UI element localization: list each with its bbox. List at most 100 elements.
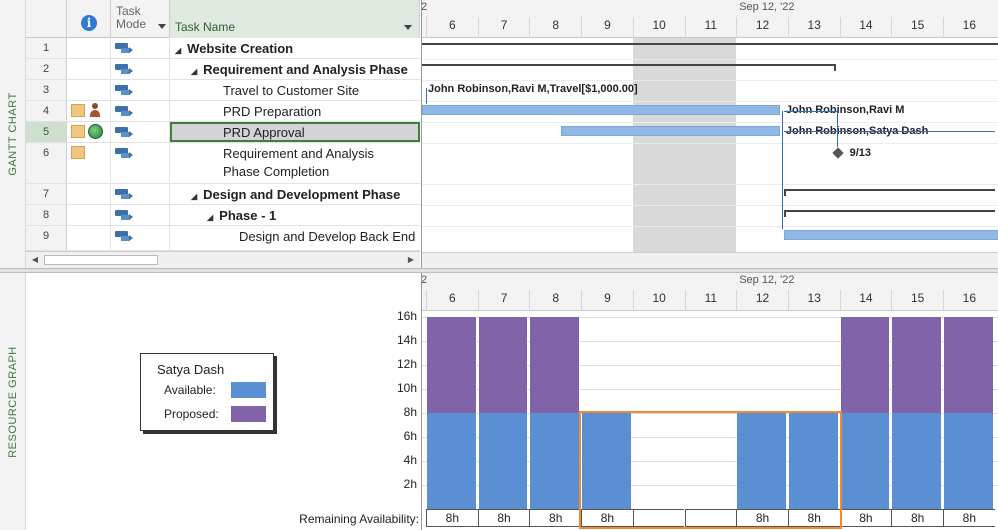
gantt-row-line — [422, 80, 998, 81]
row-number[interactable]: 2 — [26, 59, 67, 79]
task-row[interactable]: 6 Requirement and Analysis Phase Completi… — [26, 143, 420, 184]
note-icon[interactable] — [71, 104, 85, 117]
person-body — [90, 110, 100, 117]
available-bar[interactable] — [530, 413, 580, 509]
icon-part — [129, 214, 136, 220]
task-mode-cell[interactable] — [111, 80, 170, 100]
available-bar[interactable] — [788, 413, 838, 509]
gantt-row-line — [422, 184, 998, 185]
row-number[interactable]: 3 — [26, 80, 67, 100]
chevron-down-icon[interactable] — [158, 24, 166, 33]
task-row[interactable]: 8 ◢ Phase - 1 — [26, 205, 420, 226]
y-tick-label: 8h — [403, 405, 417, 419]
person-icon — [89, 103, 101, 118]
task-name-cell[interactable]: Requirement and Analysis Phase Completio… — [170, 143, 420, 183]
scroll-thumb[interactable] — [44, 255, 158, 265]
scroll-left-icon[interactable]: ◀ — [31, 255, 39, 264]
auto-schedule-icon — [115, 231, 133, 242]
task-name-cell[interactable]: PRD Preparation — [170, 101, 420, 121]
task-mode-column-header[interactable]: Task Mode — [111, 0, 170, 38]
available-bar[interactable] — [478, 413, 528, 509]
task-row[interactable]: 4 PRD Preparation — [26, 101, 420, 122]
view-split-bar[interactable] — [0, 268, 998, 273]
task-mode-cell[interactable] — [111, 184, 170, 204]
resource-graph-chart[interactable]: 2 Sep 12, '22 6 7 8 9 10 11 12 13 14 15 16 8h 8h 8h 8h 8… — [421, 273, 998, 530]
proposed-legend-label: Proposed: — [164, 407, 219, 421]
proposed-bar[interactable] — [427, 317, 476, 413]
task-mode-cell[interactable] — [111, 143, 170, 183]
task-name-cell[interactable]: ◢ Phase - 1 — [170, 205, 420, 225]
proposed-bar[interactable] — [840, 317, 890, 413]
row-number[interactable]: 1 — [26, 38, 67, 58]
collapse-triangle-icon[interactable]: ◢ — [191, 192, 198, 201]
available-bar[interactable] — [840, 413, 890, 509]
resource-day-label: 15 — [891, 290, 943, 311]
task-mode-cell[interactable] — [111, 101, 170, 121]
available-bar[interactable] — [737, 413, 786, 509]
task-row[interactable]: 2 ◢ Requirement and Analysis Phase — [26, 59, 420, 80]
row-number[interactable]: 6 — [26, 143, 67, 183]
resource-graph-view-tab[interactable]: RESOURCE GRAPH — [0, 273, 26, 530]
task-row[interactable]: 5 PRD Approval — [26, 122, 420, 143]
task-row[interactable]: 3 Travel to Customer Site — [26, 80, 420, 101]
task-bar-back-end[interactable] — [783, 230, 998, 240]
task-bar-prd-approval[interactable] — [561, 126, 780, 136]
proposed-bar[interactable] — [944, 317, 993, 413]
gantt-horizontal-scrollbar[interactable] — [421, 252, 998, 268]
row-number[interactable]: 9 — [26, 226, 67, 250]
grid-horizontal-scrollbar[interactable]: ◀ ▶ — [26, 251, 420, 268]
task-mode-cell[interactable] — [111, 59, 170, 79]
icon-part — [129, 47, 136, 53]
gridline — [422, 389, 998, 390]
gantt-day-label: 7 — [477, 17, 530, 38]
task-name-cell[interactable]: ◢ Website Creation — [170, 38, 420, 58]
collapse-triangle-icon[interactable]: ◢ — [207, 213, 214, 222]
task-name-cell[interactable]: ◢ Requirement and Analysis Phase — [170, 59, 420, 79]
available-bar[interactable] — [944, 413, 993, 509]
summary-bar[interactable] — [783, 189, 995, 196]
task-mode-cell[interactable] — [111, 38, 170, 58]
task-name-text: PRD Approval — [223, 125, 305, 140]
proposed-bar[interactable] — [478, 317, 528, 413]
indicators-cell — [67, 143, 111, 183]
collapse-triangle-icon[interactable]: ◢ — [175, 46, 182, 55]
row-number[interactable]: 5 — [26, 122, 67, 142]
task-name-cell[interactable]: ◢ Design and Development Phase — [170, 184, 420, 204]
available-bar[interactable] — [582, 413, 631, 509]
summary-bar[interactable] — [783, 210, 995, 217]
select-all-cell[interactable] — [26, 0, 67, 38]
task-mode-cell[interactable] — [111, 226, 170, 250]
proposed-bar[interactable] — [530, 317, 580, 413]
task-row[interactable]: 1 ◢ Website Creation — [26, 38, 420, 59]
auto-schedule-icon — [115, 189, 133, 200]
milestone-diamond[interactable] — [831, 147, 844, 159]
collapse-triangle-icon[interactable]: ◢ — [191, 67, 198, 76]
gantt-chart-area[interactable]: 2 Sep 12, '22 6 7 8 9 10 11 12 13 14 15 16 John Robi… — [421, 0, 998, 252]
summary-bar[interactable] — [422, 64, 836, 71]
task-name-cell[interactable]: PRD Approval — [170, 122, 420, 142]
scroll-right-icon[interactable]: ▶ — [407, 255, 415, 264]
gantt-chart-view-tab[interactable]: GANTT CHART — [0, 0, 26, 268]
task-row[interactable]: 7 ◢ Design and Development Phase — [26, 184, 420, 205]
summary-bar[interactable] — [422, 43, 998, 45]
available-bar[interactable] — [892, 413, 941, 509]
task-bar-prd-preparation[interactable] — [422, 105, 780, 115]
task-name-column-header[interactable]: Task Name — [170, 0, 420, 38]
proposed-bar[interactable] — [892, 317, 941, 413]
task-mode-cell[interactable] — [111, 122, 170, 142]
indicators-column-header[interactable]: i — [67, 0, 111, 38]
task-name-cell[interactable]: Travel to Customer Site — [170, 80, 420, 100]
info-icon: i — [81, 15, 97, 31]
task-name-cell[interactable]: Design and Develop Back End — [170, 226, 420, 250]
task-name-text: Design and Develop Back End — [239, 229, 416, 244]
row-number[interactable]: 7 — [26, 184, 67, 204]
available-swatch — [231, 382, 266, 398]
row-number[interactable]: 8 — [26, 205, 67, 225]
available-bar[interactable] — [427, 413, 476, 509]
task-mode-cell[interactable] — [111, 205, 170, 225]
task-row[interactable]: 9 Design and Develop Back End — [26, 226, 420, 251]
note-icon[interactable] — [71, 125, 85, 138]
note-icon[interactable] — [71, 146, 85, 159]
row-number[interactable]: 4 — [26, 101, 67, 121]
remaining-availability-cell: 8h — [891, 509, 943, 527]
